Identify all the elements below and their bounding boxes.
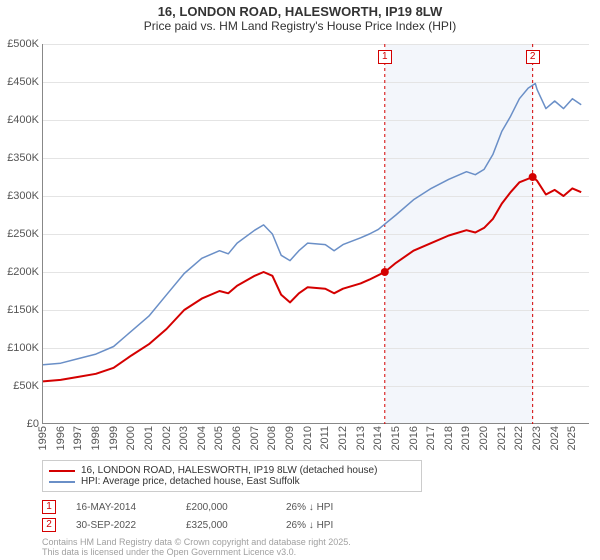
y-axis-tick-label: £100K bbox=[1, 342, 39, 354]
x-axis-tick-label: 2016 bbox=[408, 426, 420, 450]
x-axis-tick-label: 1997 bbox=[72, 426, 84, 450]
x-axis-tick-label: 2017 bbox=[425, 426, 437, 450]
x-axis-tick-label: 2000 bbox=[125, 426, 137, 450]
series-line-price_paid bbox=[43, 177, 581, 381]
x-axis-tick-label: 2015 bbox=[390, 426, 402, 450]
x-axis-tick-label: 2021 bbox=[496, 426, 508, 450]
x-axis-tick-label: 2019 bbox=[460, 426, 472, 450]
x-axis-tick-label: 2024 bbox=[549, 426, 561, 450]
x-axis-tick-label: 1996 bbox=[55, 426, 67, 450]
legend-label-price-paid: 16, LONDON ROAD, HALESWORTH, IP19 8LW (d… bbox=[81, 465, 377, 476]
x-axis-tick-label: 2009 bbox=[284, 426, 296, 450]
y-axis-tick-label: £300K bbox=[1, 190, 39, 202]
x-axis-tick-label: 2004 bbox=[196, 426, 208, 450]
legend-row: 16, LONDON ROAD, HALESWORTH, IP19 8LW (d… bbox=[49, 465, 415, 476]
series-line-hpi bbox=[43, 84, 581, 365]
x-axis-tick-label: 1999 bbox=[108, 426, 120, 450]
y-axis-tick-label: £350K bbox=[1, 152, 39, 164]
y-axis-tick-label: £450K bbox=[1, 76, 39, 88]
event-marker-2: 2 bbox=[42, 518, 56, 532]
x-axis-tick-label: 2014 bbox=[372, 426, 384, 450]
event-delta: 26% ↓ HPI bbox=[286, 520, 333, 531]
title-line1: 16, LONDON ROAD, HALESWORTH, IP19 8LW bbox=[0, 4, 600, 19]
event-date: 16-MAY-2014 bbox=[76, 502, 166, 513]
x-axis-tick-label: 2013 bbox=[355, 426, 367, 450]
title-line2: Price paid vs. HM Land Registry's House … bbox=[0, 19, 600, 33]
y-axis-tick-label: £0 bbox=[1, 418, 39, 430]
event-label-box: 1 bbox=[378, 50, 392, 64]
legend-row: HPI: Average price, detached house, East… bbox=[49, 476, 415, 487]
chart-svg bbox=[43, 44, 589, 423]
y-axis-tick-label: £50K bbox=[1, 380, 39, 392]
x-axis-tick-label: 2012 bbox=[337, 426, 349, 450]
legend-box: 16, LONDON ROAD, HALESWORTH, IP19 8LW (d… bbox=[42, 460, 422, 492]
chart-container: 16, LONDON ROAD, HALESWORTH, IP19 8LW Pr… bbox=[0, 0, 600, 560]
x-axis-tick-label: 2011 bbox=[319, 426, 331, 450]
event-dot bbox=[529, 173, 537, 181]
footer-credits: Contains HM Land Registry data © Crown c… bbox=[42, 538, 351, 558]
event-delta: 26% ↓ HPI bbox=[286, 502, 333, 513]
event-date: 30-SEP-2022 bbox=[76, 520, 166, 531]
x-axis-tick-label: 2025 bbox=[566, 426, 578, 450]
x-axis-tick-label: 2020 bbox=[478, 426, 490, 450]
x-axis-tick-label: 2010 bbox=[302, 426, 314, 450]
legend-label-hpi: HPI: Average price, detached house, East… bbox=[81, 476, 300, 487]
footer-line2: This data is licensed under the Open Gov… bbox=[42, 548, 351, 558]
event-table: 1 16-MAY-2014 £200,000 26% ↓ HPI 2 30-SE… bbox=[42, 500, 333, 536]
event-price: £325,000 bbox=[186, 520, 266, 531]
legend-swatch-hpi bbox=[49, 481, 75, 483]
x-axis-tick-label: 1998 bbox=[90, 426, 102, 450]
y-axis-tick-label: £500K bbox=[1, 38, 39, 50]
y-axis-tick-label: £400K bbox=[1, 114, 39, 126]
y-axis-tick-label: £150K bbox=[1, 304, 39, 316]
event-marker-1: 1 bbox=[42, 500, 56, 514]
x-axis-tick-label: 2001 bbox=[143, 426, 155, 450]
x-axis-tick-label: 2002 bbox=[161, 426, 173, 450]
x-axis-tick-label: 2003 bbox=[178, 426, 190, 450]
x-axis-tick-label: 2006 bbox=[231, 426, 243, 450]
event-dot bbox=[381, 268, 389, 276]
y-axis-tick-label: £250K bbox=[1, 228, 39, 240]
event-price: £200,000 bbox=[186, 502, 266, 513]
x-axis-tick-label: 2022 bbox=[513, 426, 525, 450]
chart-plot-area: £0£50K£100K£150K£200K£250K£300K£350K£400… bbox=[42, 44, 589, 424]
x-axis-tick-label: 2023 bbox=[531, 426, 543, 450]
event-row: 1 16-MAY-2014 £200,000 26% ↓ HPI bbox=[42, 500, 333, 514]
legend-swatch-price-paid bbox=[49, 470, 75, 472]
x-axis-tick-label: 2005 bbox=[213, 426, 225, 450]
event-label-box: 2 bbox=[526, 50, 540, 64]
x-axis-tick-label: 2007 bbox=[249, 426, 261, 450]
title-block: 16, LONDON ROAD, HALESWORTH, IP19 8LW Pr… bbox=[0, 0, 600, 33]
x-axis-tick-label: 1995 bbox=[37, 426, 49, 450]
event-row: 2 30-SEP-2022 £325,000 26% ↓ HPI bbox=[42, 518, 333, 532]
y-axis-tick-label: £200K bbox=[1, 266, 39, 278]
x-axis-tick-label: 2008 bbox=[266, 426, 278, 450]
x-axis-tick-label: 2018 bbox=[443, 426, 455, 450]
